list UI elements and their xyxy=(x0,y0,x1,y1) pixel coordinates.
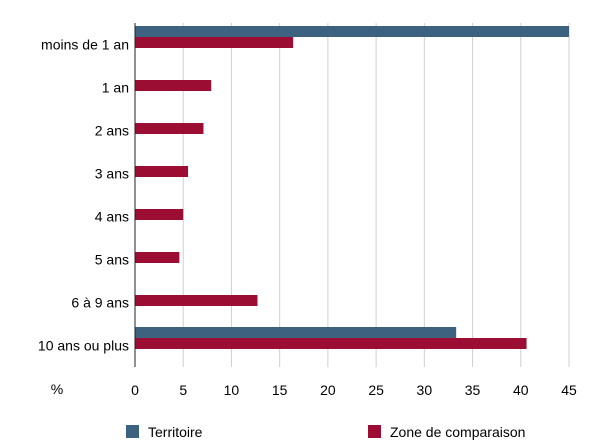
bar-zone-comparaison xyxy=(135,338,527,349)
x-tick-label: 5 xyxy=(179,382,187,398)
category-label: moins de 1 an xyxy=(41,37,129,53)
legend-swatch xyxy=(368,425,381,438)
category-label: 3 ans xyxy=(95,166,129,182)
x-tick-label: 35 xyxy=(465,382,481,398)
grid-lines xyxy=(182,23,570,367)
legend-label: Territoire xyxy=(148,424,203,440)
category-label: 1 an xyxy=(102,80,129,96)
legend: Territoire Zone de comparaison xyxy=(126,424,525,440)
bars xyxy=(135,26,569,349)
x-tick-label: 20 xyxy=(320,382,336,398)
category-label: 2 ans xyxy=(95,123,129,139)
legend-label: Zone de comparaison xyxy=(390,424,525,440)
x-tick-labels: 0 5 10 15 20 25 30 35 40 45 xyxy=(131,382,577,398)
legend-swatch xyxy=(126,425,139,438)
x-tick-label: 15 xyxy=(272,382,288,398)
category-labels: moins de 1 an 1 an 2 ans 3 ans 4 ans 5 ans 6 à… xyxy=(38,37,129,354)
x-tick-label: 40 xyxy=(513,382,529,398)
category-label: 5 ans xyxy=(95,252,129,268)
bar-zone-comparaison xyxy=(135,295,258,306)
bar-zone-comparaison xyxy=(135,209,184,220)
category-label: 6 à 9 ans xyxy=(71,295,129,311)
x-unit-label: % xyxy=(51,381,63,397)
category-label: 10 ans ou plus xyxy=(38,338,129,354)
bar-territoire xyxy=(135,327,457,338)
bar-zone-comparaison xyxy=(135,37,294,48)
x-tick-label: 25 xyxy=(368,382,384,398)
category-label: 4 ans xyxy=(95,209,129,225)
x-tick-label: 45 xyxy=(561,382,577,398)
bar-zone-comparaison xyxy=(135,123,204,134)
x-tick-label: 10 xyxy=(224,382,240,398)
x-tick-label: 0 xyxy=(131,382,139,398)
bar-zone-comparaison xyxy=(135,80,212,91)
bar-territoire xyxy=(135,26,569,37)
bar-zone-comparaison xyxy=(135,166,189,177)
x-tick-label: 30 xyxy=(417,382,433,398)
bar-zone-comparaison xyxy=(135,252,180,263)
